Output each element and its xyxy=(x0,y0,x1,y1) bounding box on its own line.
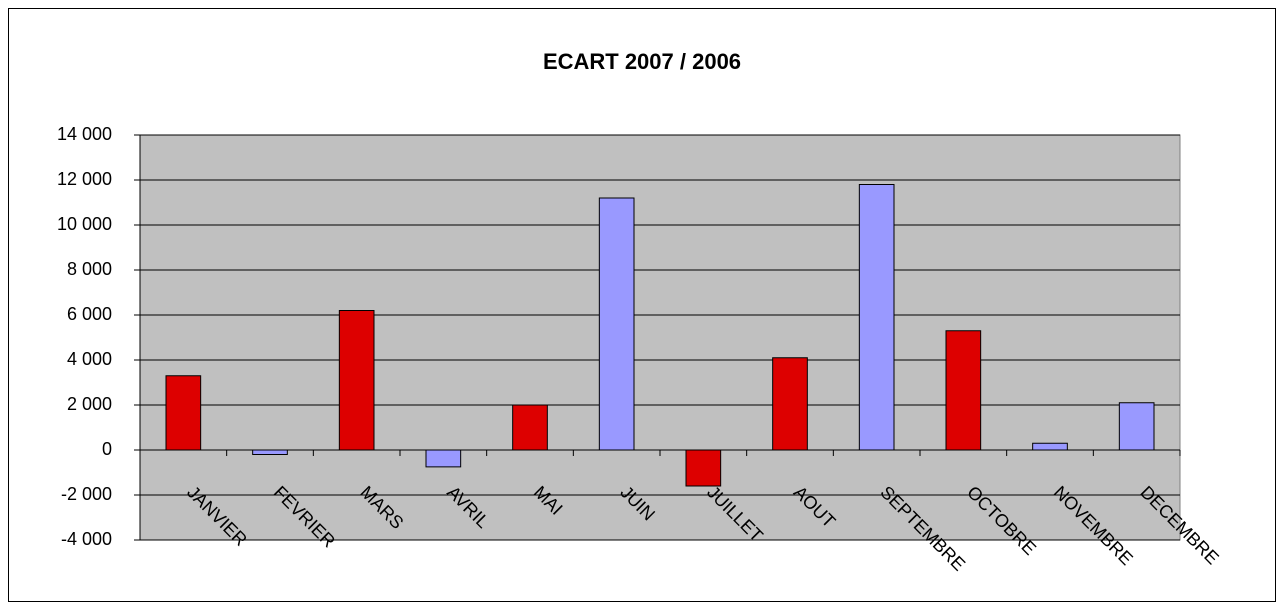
y-tick-label: 10 000 xyxy=(57,214,112,234)
bar xyxy=(1118,402,1155,451)
bar xyxy=(1032,442,1068,451)
bar xyxy=(512,404,548,451)
y-tick-label: 0 xyxy=(102,439,112,459)
y-tick-label: 12 000 xyxy=(57,169,112,189)
y-tick-label: 2 000 xyxy=(67,394,112,414)
bar xyxy=(165,375,202,451)
bar xyxy=(598,197,635,451)
y-tick-label: 8 000 xyxy=(67,259,112,279)
bar xyxy=(425,449,462,468)
plot-area xyxy=(139,134,1181,541)
bar xyxy=(945,330,982,451)
bar xyxy=(858,184,895,451)
y-tick-label: 14 000 xyxy=(57,124,112,144)
bar xyxy=(252,449,288,455)
y-tick-label: -2 000 xyxy=(61,484,112,504)
y-tick-label: 4 000 xyxy=(67,349,112,369)
bar xyxy=(685,449,722,487)
y-tick-label: -4 000 xyxy=(61,529,112,549)
y-tick-label: 6 000 xyxy=(67,304,112,324)
chart-title: ECART 2007 / 2006 xyxy=(543,49,741,74)
bar xyxy=(772,357,808,451)
bar xyxy=(338,310,375,451)
